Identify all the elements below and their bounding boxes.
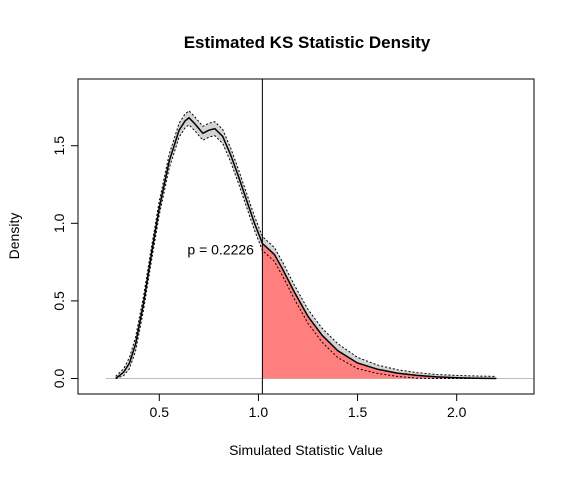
x-tick-label: 1.5 [348,404,368,420]
p-value-annotation: p = 0.2226 [187,242,254,258]
x-tick-label: 0.5 [150,404,170,420]
x-axis-label: Simulated Statistic Value [229,442,383,458]
plot-area [105,79,534,394]
y-tick-label: 0.5 [51,291,67,311]
x-tick-label: 2.0 [447,404,467,420]
y-axis-label: Density [6,213,22,260]
density-line [115,116,497,380]
tail-area [262,243,497,379]
y-tick-label: 1.5 [51,136,67,156]
y-tick-label: 1.0 [51,213,67,233]
x-tick-label: 1.0 [249,404,269,420]
y-axis: 0.0 0.5 1.0 1.5 [51,136,79,389]
y-tick-label: 0.0 [51,369,67,389]
chart-title: Estimated KS Statistic Density [184,33,431,52]
x-axis: 0.5 1.0 1.5 2.0 [150,393,467,420]
